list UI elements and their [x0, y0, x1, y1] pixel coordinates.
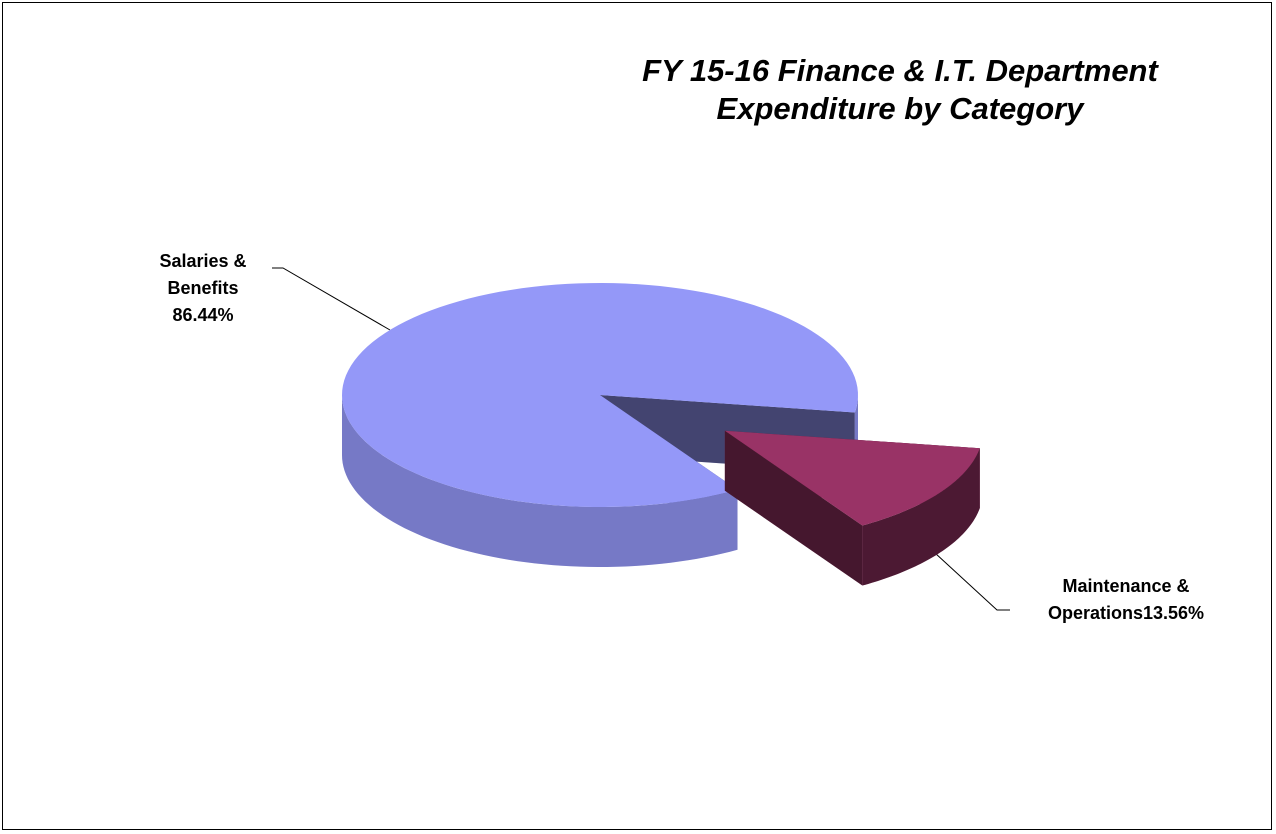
- category-label: Salaries & Benefits: [159, 251, 247, 298]
- slice-side: [342, 395, 738, 567]
- data-label: Maintenance & Operations13.56%: [1036, 573, 1216, 627]
- pie-slice: [342, 283, 858, 507]
- leader-line: [934, 552, 1010, 611]
- chart-title: FY 15-16 Finance & I.T. Department Expen…: [642, 53, 1158, 126]
- slice-side-shade: [342, 395, 738, 567]
- value-label: 13.56%: [1142, 603, 1205, 623]
- category-label: Maintenance & Operations: [1047, 576, 1190, 623]
- slice-side-shade: [862, 448, 980, 586]
- slice-shade: [724, 430, 863, 586]
- leader-line: [272, 267, 391, 331]
- data-label: Salaries & Benefits 86.44%: [133, 248, 273, 329]
- value-label: 86.44%: [172, 305, 234, 325]
- pie-slice: [724, 430, 980, 526]
